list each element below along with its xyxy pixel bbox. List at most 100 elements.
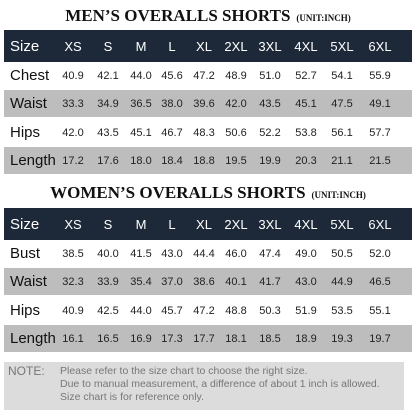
cell-value: 21.1 <box>331 154 353 167</box>
cell-value: XL <box>196 216 212 232</box>
cell-value: 38.5 <box>62 247 84 260</box>
cell-value: 5XL <box>330 216 354 232</box>
cell-value: 38.6 <box>193 275 215 288</box>
cell-value: 33.9 <box>97 275 119 288</box>
cell-value: 42.0 <box>225 97 247 110</box>
row-label: Size <box>10 215 40 233</box>
cell-value: 50.5 <box>331 247 353 260</box>
cell-value: L <box>168 216 176 232</box>
cell-value: 46.7 <box>161 126 183 139</box>
cell-value: XS <box>64 216 82 232</box>
row-label: Length <box>10 152 56 169</box>
row-label: Hips <box>10 302 41 319</box>
table-row: Hips 40.9 42.5 44.0 45.7 47.2 48.8 50.3 51.9 53.5… <box>4 297 412 324</box>
cell-value: 18.1 <box>225 332 247 345</box>
row-label: Size <box>10 37 40 55</box>
cell-value: 47.2 <box>193 69 215 82</box>
cell-value: 2XL <box>224 38 248 54</box>
cell-value: 50.6 <box>225 126 247 139</box>
cell-value: 42.5 <box>97 304 119 317</box>
cell-value: 38.0 <box>161 97 183 110</box>
cell-value: 49.1 <box>369 97 391 110</box>
note-box: NOTE: Please refer to the size chart to … <box>4 362 404 410</box>
cell-value: 45.1 <box>130 126 152 139</box>
row-label: Bust <box>10 245 41 262</box>
cell-value: 46.5 <box>369 275 391 288</box>
cell-value: 4XL <box>294 38 318 54</box>
cell-value: 44.9 <box>331 275 353 288</box>
table-row: Bust 38.5 40.0 41.5 43.0 44.4 46.0 47.4 49.0 50.5… <box>4 240 412 267</box>
cell-value: 55.9 <box>369 69 391 82</box>
title-text: WOMEN’S OVERALLS SHORTS <box>50 183 306 202</box>
note-line: Due to manual measurement, a difference … <box>60 378 380 390</box>
cell-value: 18.4 <box>161 154 183 167</box>
cell-value: 41.5 <box>130 247 152 260</box>
cell-value: 19.9 <box>259 154 281 167</box>
cell-value: 51.0 <box>259 69 281 82</box>
cell-value: 52.7 <box>295 69 317 82</box>
cell-value: 43.5 <box>97 126 119 139</box>
cell-value: 33.3 <box>62 97 84 110</box>
cell-value: 35.4 <box>130 275 152 288</box>
cell-value: S <box>103 38 113 54</box>
cell-value: 32.3 <box>62 275 84 288</box>
cell-value: 44.4 <box>193 247 215 260</box>
row-label: Length <box>10 330 56 347</box>
cell-value: XS <box>64 38 82 54</box>
cell-value: 17.2 <box>62 154 84 167</box>
cell-value: 42.1 <box>97 69 119 82</box>
cell-value: 48.8 <box>225 304 247 317</box>
cell-value: S <box>103 216 113 232</box>
cell-value: 55.1 <box>369 304 391 317</box>
cell-value: 18.0 <box>130 154 152 167</box>
cell-value: 17.6 <box>97 154 119 167</box>
cell-value: 45.7 <box>161 304 183 317</box>
cell-value: 21.5 <box>369 154 391 167</box>
cell-value: 20.3 <box>295 154 317 167</box>
cell-value: 4XL <box>294 216 318 232</box>
cell-value: 40.9 <box>62 69 84 82</box>
cell-value: 51.9 <box>295 304 317 317</box>
row-label: Waist <box>10 273 47 290</box>
table-row: Chest 40.9 42.1 44.0 45.6 47.2 48.9 51.0 52.7 54.… <box>4 62 412 89</box>
cell-value: 16.9 <box>130 332 152 345</box>
cell-value: 48.9 <box>225 69 247 82</box>
cell-value: 3XL <box>258 216 282 232</box>
cell-value: 49.0 <box>295 247 317 260</box>
cell-value: 18.5 <box>259 332 281 345</box>
row-label: Waist <box>10 95 47 112</box>
cell-value: 52.0 <box>369 247 391 260</box>
cell-value: 43.0 <box>161 247 183 260</box>
cell-value: 44.0 <box>130 304 152 317</box>
cell-value: 2XL <box>224 216 248 232</box>
header-row: Size XS S M L XL 2XL 3XL 4XL 5XL 6XL <box>4 208 412 240</box>
title-text: MEN’S OVERALLS SHORTS <box>65 6 291 25</box>
cell-value: 42.0 <box>62 126 84 139</box>
cell-value: 3XL <box>258 38 282 54</box>
cell-value: L <box>168 38 176 54</box>
cell-value: 45.6 <box>161 69 183 82</box>
cell-value: 53.5 <box>331 304 353 317</box>
cell-value: M <box>135 216 147 232</box>
table-row: Length 17.2 17.6 18.0 18.4 18.8 19.5 19.9 20.3 21… <box>4 147 412 174</box>
cell-value: 19.5 <box>225 154 247 167</box>
cell-value: 39.6 <box>193 97 215 110</box>
cell-value: 50.3 <box>259 304 281 317</box>
cell-value: 40.9 <box>62 304 84 317</box>
section-title: MEN’S OVERALLS SHORTS (UNIT:INCH) <box>0 6 416 26</box>
cell-value: 16.5 <box>97 332 119 345</box>
note-label: NOTE: <box>8 364 45 378</box>
cell-value: 19.7 <box>369 332 391 345</box>
cell-value: 47.4 <box>259 247 281 260</box>
header-row: Size XS S M L XL 2XL 3XL 4XL 5XL 6XL <box>4 30 412 62</box>
cell-value: 52.2 <box>259 126 281 139</box>
note-line: Please refer to the size chart to choose… <box>60 365 308 377</box>
cell-value: 47.2 <box>193 304 215 317</box>
cell-value: 16.1 <box>62 332 84 345</box>
cell-value: 45.1 <box>295 97 317 110</box>
cell-value: 54.1 <box>331 69 353 82</box>
cell-value: M <box>135 38 147 54</box>
cell-value: 44.0 <box>130 69 152 82</box>
cell-value: 57.7 <box>369 126 391 139</box>
